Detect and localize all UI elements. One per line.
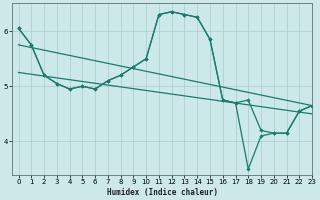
- X-axis label: Humidex (Indice chaleur): Humidex (Indice chaleur): [107, 188, 218, 197]
